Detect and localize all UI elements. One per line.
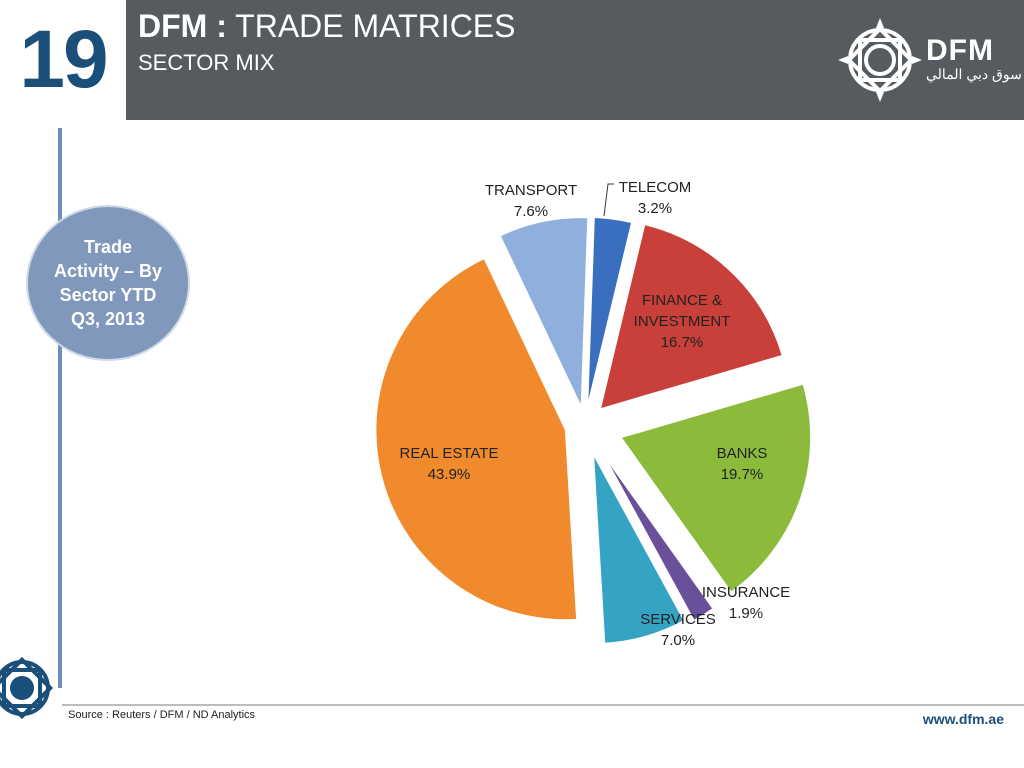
header-bar: DFM : TRADE MATRICES SECTOR MIX DFM سوق … [126, 0, 1024, 120]
slice-value-label: 1.9% [729, 605, 763, 622]
pie-slice-banks [619, 383, 812, 594]
pie-slice-transport [498, 216, 589, 408]
pie-slice-finance [599, 223, 784, 411]
slice-name-label: TELECOM [619, 179, 692, 196]
website-link[interactable]: www.dfm.ae [922, 711, 1004, 727]
slide-number: 19 [19, 14, 108, 105]
pie-slice-telecom [586, 216, 633, 408]
slice-name-label: FINANCE & [642, 292, 722, 309]
left-accent-line [58, 128, 62, 688]
slice-name-label: INVESTMENT [634, 313, 731, 330]
page-subtitle: SECTOR MIX [138, 50, 275, 75]
slice-value-label: 43.9% [428, 466, 471, 483]
title-rest: TRADE MATRICES [226, 8, 516, 44]
pie-slice-insurance [602, 453, 715, 622]
page-title: DFM : TRADE MATRICES [138, 8, 515, 45]
telecom-leader-line [603, 183, 614, 217]
slice-value-label: 7.0% [661, 632, 695, 649]
section-badge: Trade Activity – By Sector YTD Q3, 2013 [26, 205, 190, 361]
source-note: Source : Reuters / DFM / ND Analytics [68, 709, 256, 721]
title-brand: DFM : [138, 8, 227, 44]
slice-value-label: 19.7% [721, 466, 764, 483]
logo-arabic: سوق دبي المالي [926, 66, 1022, 82]
logo-text: DFM [926, 34, 994, 67]
corner-logo-icon [0, 656, 54, 720]
slice-name-label: INSURANCE [702, 584, 790, 601]
slice-name-label: REAL ESTATE [400, 445, 499, 462]
slice-value-label: 7.6% [514, 203, 548, 220]
slice-name-label: SERVICES [640, 611, 716, 628]
badge-text: Trade Activity – By Sector YTD Q3, 2013 [53, 237, 163, 329]
pie-slice-real-estate [374, 257, 578, 621]
footer-divider [62, 704, 1024, 706]
dfm-logo-icon [838, 18, 922, 102]
slice-name-label: TRANSPORT [485, 182, 577, 199]
slice-value-label: 3.2% [638, 200, 672, 217]
slice-name-label: BANKS [717, 445, 768, 462]
pie-slice-services [592, 453, 686, 645]
slice-value-label: 16.7% [661, 334, 704, 351]
